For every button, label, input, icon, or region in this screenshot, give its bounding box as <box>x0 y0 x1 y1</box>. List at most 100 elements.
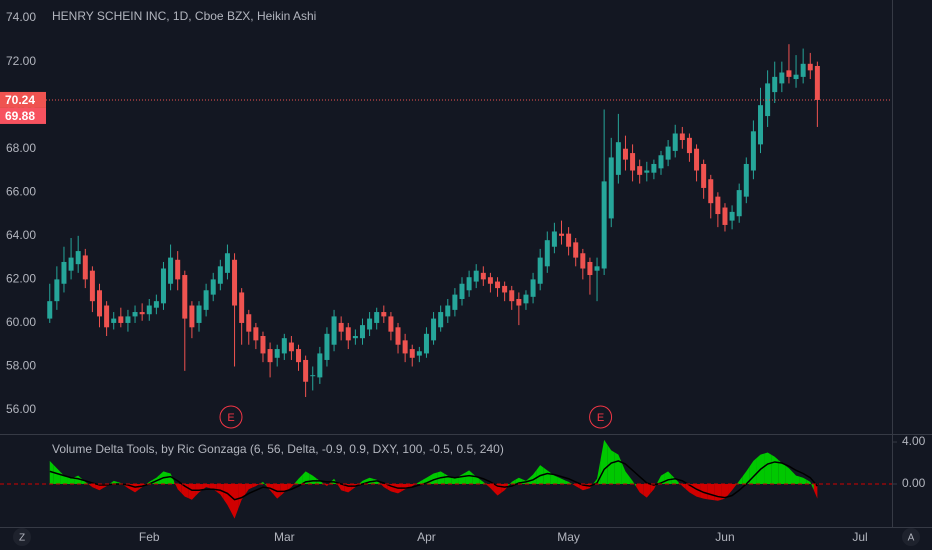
candle-body <box>679 133 685 141</box>
candle-body <box>814 65 820 100</box>
delta-segment <box>380 483 388 490</box>
delta-segment <box>607 445 615 484</box>
delta-segment <box>565 480 573 484</box>
candle-body <box>786 70 792 77</box>
candle-body <box>694 148 700 171</box>
candle-body <box>118 316 124 323</box>
candle-body <box>558 233 564 236</box>
y-tick-label: 62.00 <box>6 272 36 286</box>
candle-body <box>573 242 579 258</box>
y-tick-label: 56.00 <box>6 402 36 416</box>
candle-body <box>480 272 486 280</box>
y-tick-label: 0.00 <box>902 476 926 490</box>
delta-segment <box>643 483 651 498</box>
delta-segment <box>302 471 310 484</box>
zoom-button[interactable] <box>13 528 31 546</box>
candle-body <box>459 283 465 299</box>
candle-body <box>317 353 323 378</box>
candle-body <box>431 318 437 341</box>
delta-segment <box>230 483 239 519</box>
candle-body <box>487 277 493 284</box>
x-tick-label: Jul <box>852 530 867 544</box>
chart-title: HENRY SCHEIN INC, 1D, Cboe BZX, Heikin A… <box>52 9 316 23</box>
candle-body <box>601 181 607 269</box>
candle-body <box>395 327 401 345</box>
candle-body <box>445 305 451 317</box>
candle-body <box>438 312 444 328</box>
candle-body <box>722 207 728 225</box>
earnings-marker <box>589 405 613 429</box>
candle-body <box>324 333 330 360</box>
earnings-marker <box>219 405 243 429</box>
y-tick-label: 58.00 <box>6 359 36 373</box>
delta-segment <box>550 472 558 484</box>
candle-body <box>182 275 188 319</box>
candle-body <box>452 294 458 310</box>
candle-body <box>608 157 614 219</box>
candles <box>47 44 820 397</box>
auto-scale-button[interactable] <box>902 528 920 546</box>
candle-body <box>495 281 501 289</box>
candle-body <box>210 279 216 295</box>
candle-body <box>423 333 429 354</box>
x-tick-label: Mar <box>274 530 295 544</box>
delta-segment <box>451 476 459 484</box>
candle-body <box>566 233 572 247</box>
candle-body <box>75 251 81 265</box>
delta-segment <box>81 478 89 485</box>
candle-body <box>338 322 344 332</box>
candle-body <box>232 259 238 306</box>
candle-body <box>189 305 195 328</box>
candle-body <box>587 261 593 276</box>
y-tick-label: 74.00 <box>6 10 36 24</box>
delta-segment <box>415 479 423 484</box>
auto-icon[interactable]: A <box>908 533 915 544</box>
candle-body <box>331 316 337 345</box>
delta-segment <box>266 483 274 495</box>
delta-segment <box>238 483 246 510</box>
candle-body <box>54 279 60 302</box>
delta-segment <box>53 464 61 484</box>
candle-body <box>651 163 657 173</box>
candle-body <box>793 74 799 80</box>
candle-body <box>47 301 53 319</box>
delta-segment <box>188 483 196 500</box>
candle-body <box>644 170 650 173</box>
y-tick-label: 4.00 <box>902 434 926 448</box>
delta-segment <box>74 475 82 484</box>
candle-body <box>473 270 479 282</box>
candle-body <box>807 63 813 71</box>
candle-body <box>139 312 145 315</box>
zoom-icon[interactable]: Z <box>19 533 25 544</box>
indicator-title: Volume Delta Tools, by Ric Gonzaga (6, 5… <box>52 442 504 456</box>
y-tick-label: 68.00 <box>6 141 36 155</box>
candle-body <box>310 375 316 377</box>
candle-body <box>246 314 252 332</box>
delta-segment <box>536 465 544 484</box>
candle-body <box>672 133 678 151</box>
candle-body <box>466 277 472 291</box>
delta-segment <box>110 480 118 484</box>
delta-segment <box>557 477 566 484</box>
candle-body <box>772 76 778 93</box>
candle-body <box>388 316 394 332</box>
candle-body <box>765 83 771 117</box>
candle-body <box>381 312 387 317</box>
last-price-label: 70.24 <box>5 93 35 107</box>
candle-body <box>82 255 88 280</box>
y-tick-label: 66.00 <box>6 184 36 198</box>
candle-body <box>224 253 230 273</box>
candle-body <box>196 305 202 323</box>
price-marker-label: 69.88 <box>5 109 35 123</box>
candle-body <box>61 261 67 284</box>
candle-body <box>281 338 287 354</box>
delta-segment <box>465 470 473 484</box>
x-tick-label: Feb <box>139 530 160 544</box>
candle-body <box>374 312 380 323</box>
candle-body <box>658 155 664 169</box>
delta-segment <box>785 465 793 484</box>
last-price-box <box>0 91 46 108</box>
candle-body <box>580 253 586 269</box>
delta-segment <box>778 459 786 484</box>
